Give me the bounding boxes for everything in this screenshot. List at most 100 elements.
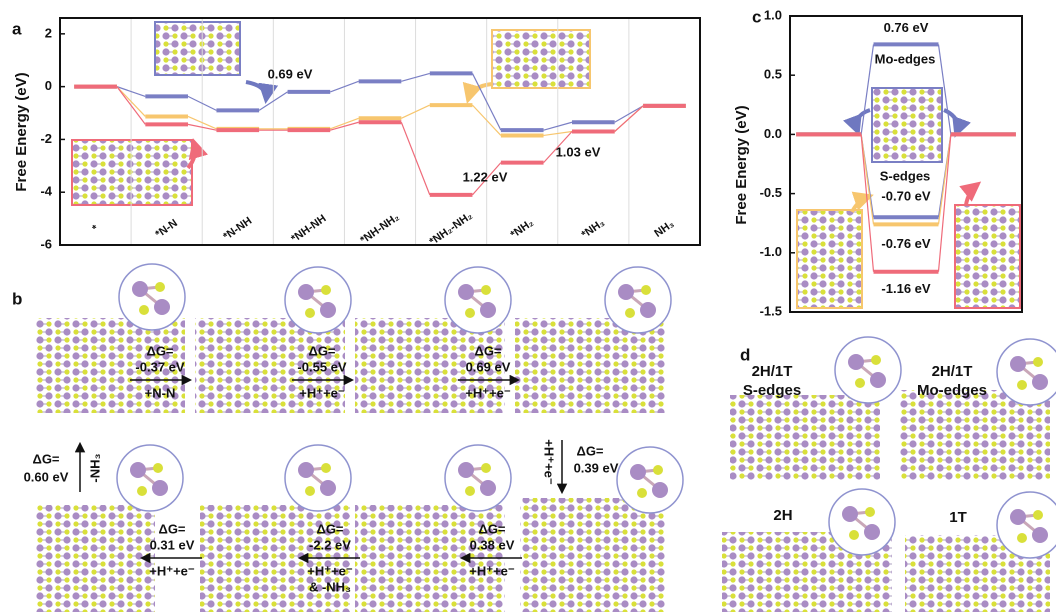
reaction: +H⁺+e⁻	[542, 439, 557, 485]
reaction: +H⁺+e⁻	[465, 385, 511, 400]
connector	[860, 134, 875, 225]
atom	[618, 284, 634, 300]
reaction: & -NH₃	[309, 579, 351, 594]
atom	[1033, 357, 1043, 367]
curved-arrow	[843, 108, 871, 136]
atom	[481, 463, 491, 473]
connector	[860, 134, 875, 272]
atom	[625, 308, 635, 318]
structure-label: 1T	[949, 509, 967, 526]
delta-g: ΔG=	[308, 343, 335, 358]
structure-label: 2H	[773, 507, 792, 524]
curved-arrow	[245, 80, 279, 104]
atom	[298, 462, 314, 478]
structure	[35, 318, 185, 413]
x-tick-label: *NH₃	[579, 217, 607, 241]
structure	[195, 318, 345, 413]
atom	[152, 480, 168, 496]
delta-g-value: 0.60 eV	[24, 469, 69, 484]
connector	[543, 121, 573, 131]
atom	[871, 355, 881, 365]
atom	[132, 281, 148, 297]
x-tick-label: NH₃	[652, 218, 676, 240]
connector	[330, 80, 359, 93]
atom	[1032, 527, 1048, 543]
structure-label: S-edges	[743, 382, 801, 399]
annotation: Mo-edges	[875, 51, 936, 66]
reaction: +H⁺+e⁻	[469, 563, 515, 578]
plot-frame	[59, 17, 701, 246]
connector	[471, 73, 502, 131]
atom	[652, 482, 668, 498]
structure-inset	[71, 139, 193, 206]
reaction: +H⁺+e⁻	[307, 563, 353, 578]
y-tick-label: 1.0	[764, 7, 782, 22]
delta-g-value: 0.38 eV	[470, 537, 515, 552]
connector	[116, 86, 146, 97]
reaction: +H⁺+e⁻	[149, 563, 195, 578]
atom	[480, 302, 496, 318]
y-tick-label: 0.0	[764, 126, 782, 141]
connector	[937, 44, 952, 135]
atom	[1032, 374, 1048, 390]
y-tick-label: -1.5	[760, 303, 782, 318]
atom	[637, 488, 647, 498]
curved-arrow	[959, 181, 982, 206]
connector	[400, 122, 431, 196]
atom	[305, 486, 315, 496]
delta-g-value: 0.69 eV	[466, 359, 511, 374]
x-tick-label: *N-N	[153, 217, 179, 241]
x-tick-label: *N-NH	[221, 215, 254, 243]
atom	[870, 372, 886, 388]
connector	[401, 72, 430, 82]
y-axis-title: Free Energy (eV)	[733, 105, 750, 224]
atom	[139, 305, 149, 315]
reaction: +N-N	[145, 385, 176, 400]
delta-g-value: -0.55 eV	[297, 359, 346, 374]
atom	[298, 284, 314, 300]
structure-inset	[491, 29, 591, 89]
value-label: 0.76 eV	[884, 20, 929, 35]
delta-g: ΔG=	[158, 521, 185, 536]
connector	[937, 134, 952, 225]
atom	[480, 480, 496, 496]
atom	[641, 285, 651, 295]
connector	[330, 117, 359, 130]
annotation: 1.03 eV	[556, 144, 601, 159]
atom	[130, 462, 146, 478]
atom	[653, 465, 663, 475]
y-tick-label: 0.5	[764, 67, 782, 82]
connector	[401, 104, 431, 119]
structure	[35, 505, 155, 612]
y-tick-label: -0.5	[760, 185, 782, 200]
panel-label: d	[740, 345, 750, 364]
y-axis-title: Free Energy (eV)	[13, 72, 30, 191]
atom	[458, 284, 474, 300]
y-tick-label: -6	[40, 236, 52, 251]
value-label: -0.70 eV	[881, 189, 930, 204]
connector	[330, 121, 359, 131]
connector	[116, 86, 146, 125]
panel-label: a	[12, 19, 22, 38]
atom	[864, 524, 880, 540]
connector	[187, 123, 217, 131]
atom	[305, 308, 315, 318]
structure-inset	[154, 21, 241, 76]
value-label: -0.76 eV	[881, 236, 930, 251]
delta-g-value: 0.39 eV	[574, 460, 619, 475]
atom	[320, 302, 336, 318]
delta-g: ΔG=	[576, 443, 603, 458]
connector	[472, 104, 502, 136]
atom	[153, 463, 163, 473]
atom	[154, 299, 170, 315]
structure-label: Mo-edges	[917, 382, 987, 399]
atom	[1010, 509, 1026, 525]
annotation: 0.69 eV	[268, 66, 313, 81]
structure-inset	[871, 87, 943, 163]
structure	[515, 318, 665, 413]
curved-arrow	[850, 191, 874, 213]
atom	[137, 486, 147, 496]
reaction: -NH₃	[87, 453, 102, 482]
background-layer	[35, 21, 1050, 612]
